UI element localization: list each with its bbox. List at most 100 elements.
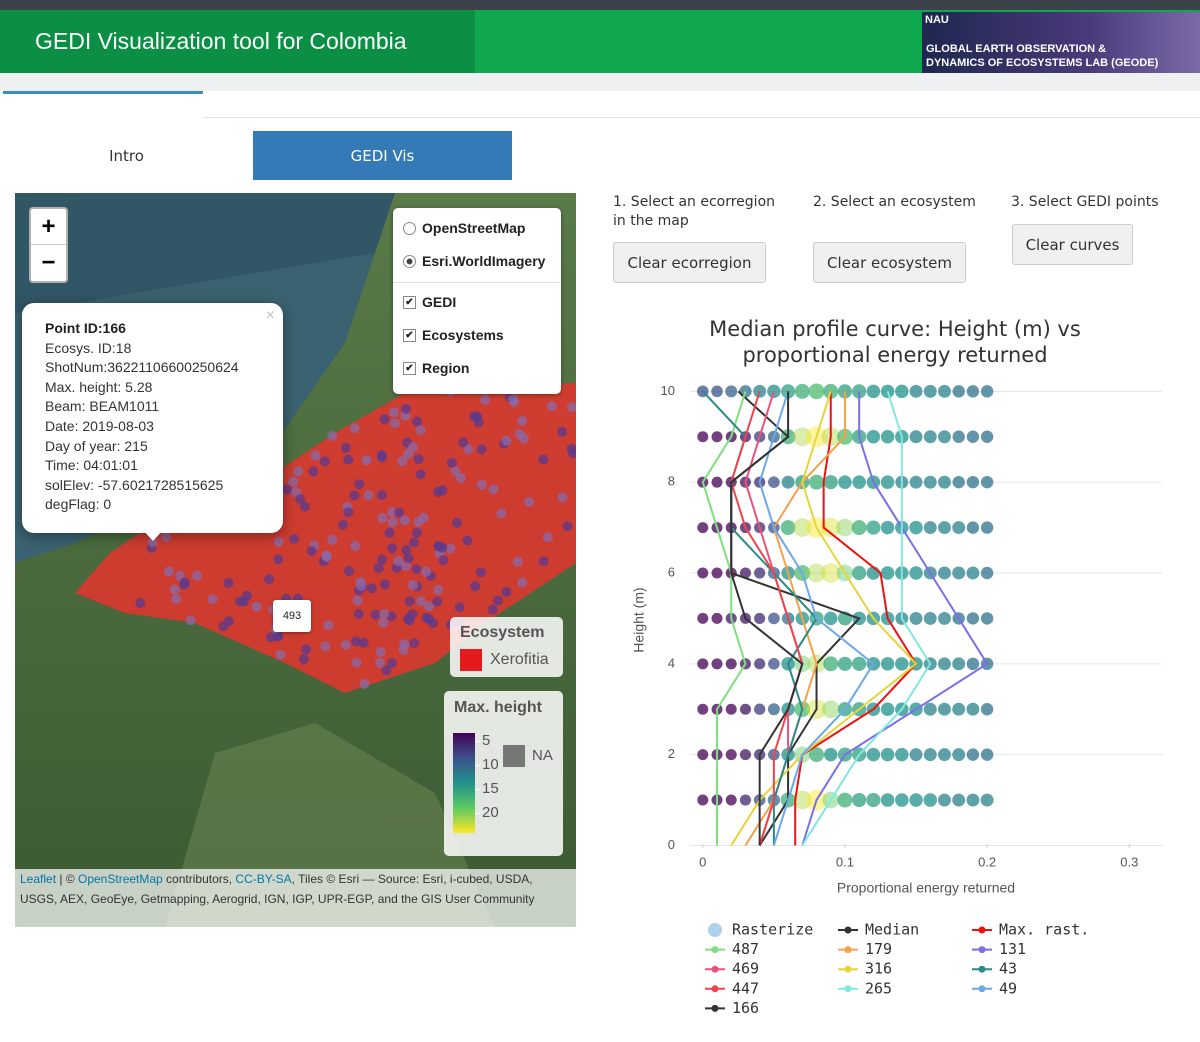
raster-point: [697, 431, 709, 443]
raster-point: [780, 520, 796, 536]
legend-title: Max. height: [454, 699, 543, 716]
legend-marker: [844, 965, 852, 973]
window-chrome: [0, 0, 1200, 10]
raster-point: [823, 611, 838, 626]
overlay-label: Region: [422, 360, 470, 376]
gedi-point: [349, 490, 360, 501]
checkbox[interactable]: ✔: [403, 328, 416, 342]
gedi-point: [340, 442, 351, 453]
gedi-point: [323, 620, 334, 631]
legend-label: 469: [732, 960, 759, 978]
tab-active[interactable]: GEDI Vis: [253, 131, 512, 180]
overlay-option[interactable]: ✔ Region: [403, 360, 469, 376]
legend-marker: [711, 985, 719, 993]
attribution-link[interactable]: Leaflet: [20, 872, 57, 886]
gedi-point: [508, 394, 519, 405]
button[interactable]: Clear ecosystem: [813, 242, 966, 283]
x-tick-label: 0.2: [978, 854, 996, 869]
raster-point: [768, 476, 780, 488]
gedi-point: [387, 543, 398, 554]
gedi-point: [179, 577, 190, 588]
raster-point: [966, 612, 980, 625]
legend-label: Rasterize: [732, 921, 813, 939]
overlay-option[interactable]: ✔ GEDI: [403, 294, 456, 310]
radio[interactable]: [403, 254, 416, 268]
gedi-point: [488, 484, 499, 495]
raster-point: [952, 430, 965, 443]
popup: × Point ID:166 Ecosys. ID:18 ShotNum:3622…: [22, 303, 283, 541]
gedi-point: [566, 443, 576, 454]
header-title-bg: [0, 10, 475, 73]
legend-marker: [978, 985, 986, 993]
checkbox[interactable]: ✔: [403, 361, 416, 375]
gedi-point: [235, 596, 246, 607]
raster-point: [909, 430, 923, 444]
map[interactable]: + − OpenStreetMap Esri.WorldImagery ✔ GED…: [15, 193, 576, 927]
raster-point: [909, 748, 923, 762]
raster-point: [739, 794, 752, 806]
gedi-point: [378, 617, 389, 628]
button[interactable]: Clear ecorregion: [613, 242, 766, 283]
layer-control: OpenStreetMap Esri.WorldImagery ✔ GEDI ✔ E…: [393, 208, 561, 394]
gedi-point: [566, 402, 576, 413]
gedi-point: [423, 601, 434, 612]
popup-close[interactable]: ×: [265, 307, 275, 324]
radio[interactable]: [403, 221, 416, 235]
gedi-point: [251, 601, 262, 612]
popup-content: Point ID:166 Ecosys. ID:18 ShotNum:362211…: [45, 319, 239, 515]
raster-point: [923, 430, 937, 444]
zoom-in[interactable]: +: [31, 209, 66, 245]
zoom-out[interactable]: −: [41, 249, 56, 276]
legend-label: 179: [865, 940, 892, 958]
attribution: Leaflet | © OpenStreetMap contributors, …: [15, 869, 576, 927]
raster-point: [952, 566, 966, 580]
raster-point: [852, 475, 866, 489]
gedi-point: [501, 435, 512, 446]
raster-point: [952, 475, 965, 489]
gedi-point: [301, 644, 312, 655]
checkbox[interactable]: ✔: [403, 295, 416, 309]
legend-marker: [708, 923, 722, 937]
raster-point: [938, 657, 951, 671]
gedi-point: [319, 456, 330, 467]
gedi-point: [387, 517, 398, 528]
legend-label: 49: [999, 979, 1017, 997]
gedi-point: [288, 476, 299, 487]
raster-point: [697, 522, 709, 534]
gedi-point: [388, 407, 399, 418]
button[interactable]: Clear curves: [1012, 224, 1133, 265]
raster-point: [837, 656, 853, 671]
gedi-point: [293, 466, 304, 477]
raster-point: [852, 565, 867, 581]
legend-swatch: [460, 649, 482, 671]
gedi-point: [366, 583, 377, 594]
raster-point: [952, 385, 965, 398]
raster-point: [938, 430, 951, 444]
basemap-option[interactable]: OpenStreetMap: [403, 220, 525, 236]
tab[interactable]: Intro: [109, 146, 144, 165]
raster-point: [909, 793, 923, 807]
legend-label: 447: [732, 979, 759, 997]
gedi-point: [427, 618, 438, 629]
gedi-point: [397, 456, 408, 467]
logo-text: DYNAMICS OF ECOSYSTEMS LAB (GEODE): [926, 57, 1159, 69]
basemap-option[interactable]: Esri.WorldImagery: [403, 253, 545, 269]
attribution-link[interactable]: CC-BY-SA: [235, 872, 292, 886]
gedi-point: [373, 562, 384, 573]
gedi-point: [480, 394, 491, 405]
legend-marker: [978, 965, 986, 973]
raster-point: [794, 383, 810, 399]
raster-point: [980, 385, 994, 398]
raster-point: [980, 566, 994, 580]
popup-line: Date: 2019-08-03: [45, 417, 154, 434]
raster-point: [909, 566, 923, 580]
overlay-option[interactable]: ✔ Ecosystems: [403, 327, 504, 343]
gedi-point: [433, 540, 444, 551]
legend-marker: [711, 1004, 719, 1012]
attribution-link[interactable]: OpenStreetMap: [78, 872, 163, 886]
gedi-point: [381, 665, 392, 676]
gedi-point: [384, 527, 395, 538]
raster-point: [739, 567, 751, 579]
separator: [393, 282, 561, 283]
raster-point: [880, 475, 895, 489]
